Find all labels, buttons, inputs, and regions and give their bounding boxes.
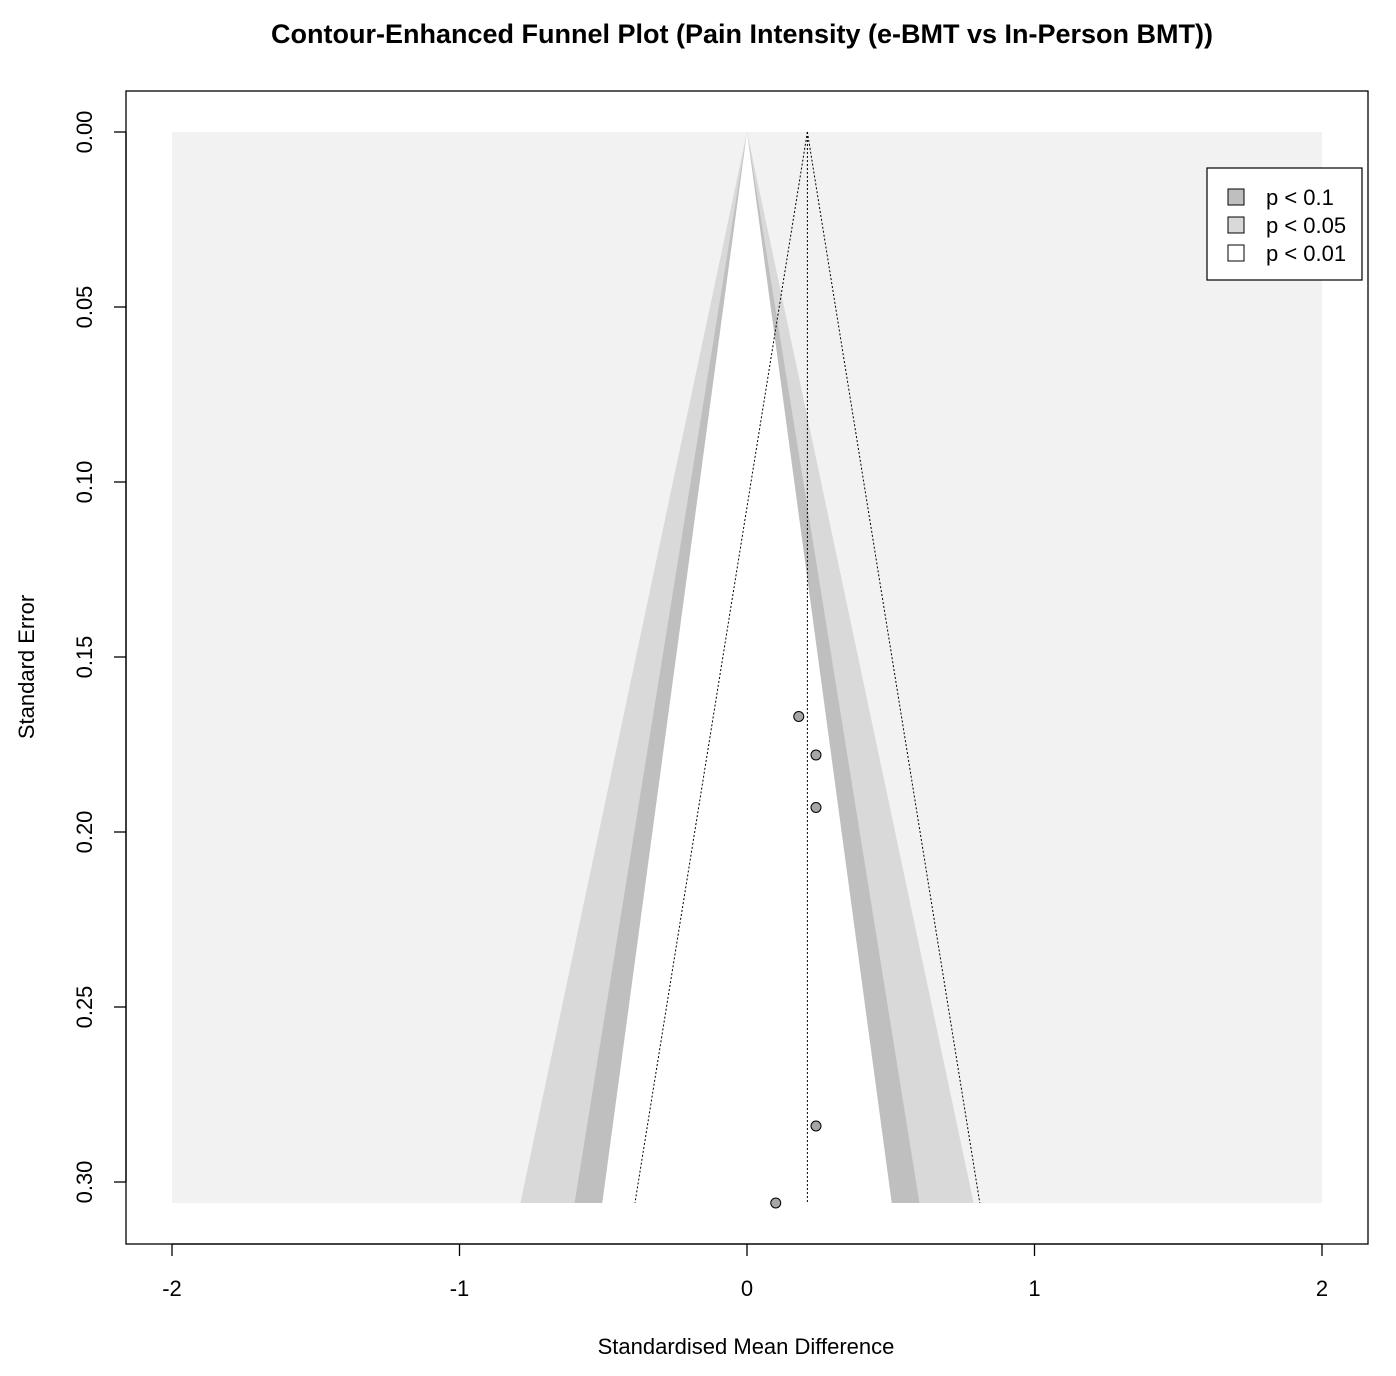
contour-wedge-z-1_645 bbox=[602, 132, 892, 1203]
y-tick-label: 0.25 bbox=[72, 986, 97, 1029]
x-tick-label: -1 bbox=[450, 1276, 470, 1301]
funnel-line-right bbox=[806, 131, 981, 1204]
x-tick-label: 0 bbox=[741, 1276, 753, 1301]
x-axis: -2 -1 0 1 2 bbox=[162, 1243, 1328, 1301]
study-point-1 bbox=[793, 711, 805, 722]
legend-swatch bbox=[1227, 244, 1245, 262]
y-tick-label: 0.15 bbox=[72, 636, 97, 679]
y-tick-label: 0.05 bbox=[72, 286, 97, 329]
chart-title: Contour-Enhanced Funnel Plot (Pain Inten… bbox=[271, 19, 1213, 49]
study-point-2 bbox=[810, 749, 822, 761]
y-tick-label: 0.20 bbox=[72, 811, 97, 854]
funnel-line-left bbox=[634, 131, 808, 1204]
x-tick-label: 2 bbox=[1316, 1276, 1328, 1301]
x-tick-label: 1 bbox=[1028, 1276, 1040, 1301]
study-point-5 bbox=[770, 1197, 782, 1209]
legend-swatch bbox=[1227, 216, 1245, 234]
legend-label: p < 0.01 bbox=[1266, 241, 1346, 266]
study-point-3 bbox=[810, 802, 822, 813]
x-axis-title: Standardised Mean Difference bbox=[598, 1334, 895, 1359]
x-tick-label: -2 bbox=[162, 1276, 182, 1301]
y-tick-label: 0.30 bbox=[72, 1161, 97, 1204]
y-tick-label: 0.10 bbox=[72, 461, 97, 504]
y-axis: 0.00 0.05 0.10 0.15 0.20 0.25 0.30 bbox=[72, 111, 127, 1204]
legend: p < 0.1 p < 0.05 p < 0.01 bbox=[1206, 167, 1363, 281]
legend-swatch bbox=[1227, 188, 1245, 206]
study-point-4 bbox=[810, 1120, 822, 1132]
plot-area bbox=[172, 131, 1322, 1209]
y-axis-title: Standard Error bbox=[14, 595, 39, 739]
legend-label: p < 0.05 bbox=[1266, 213, 1346, 238]
legend-label: p < 0.1 bbox=[1266, 185, 1334, 210]
y-tick-label: 0.00 bbox=[72, 111, 97, 154]
